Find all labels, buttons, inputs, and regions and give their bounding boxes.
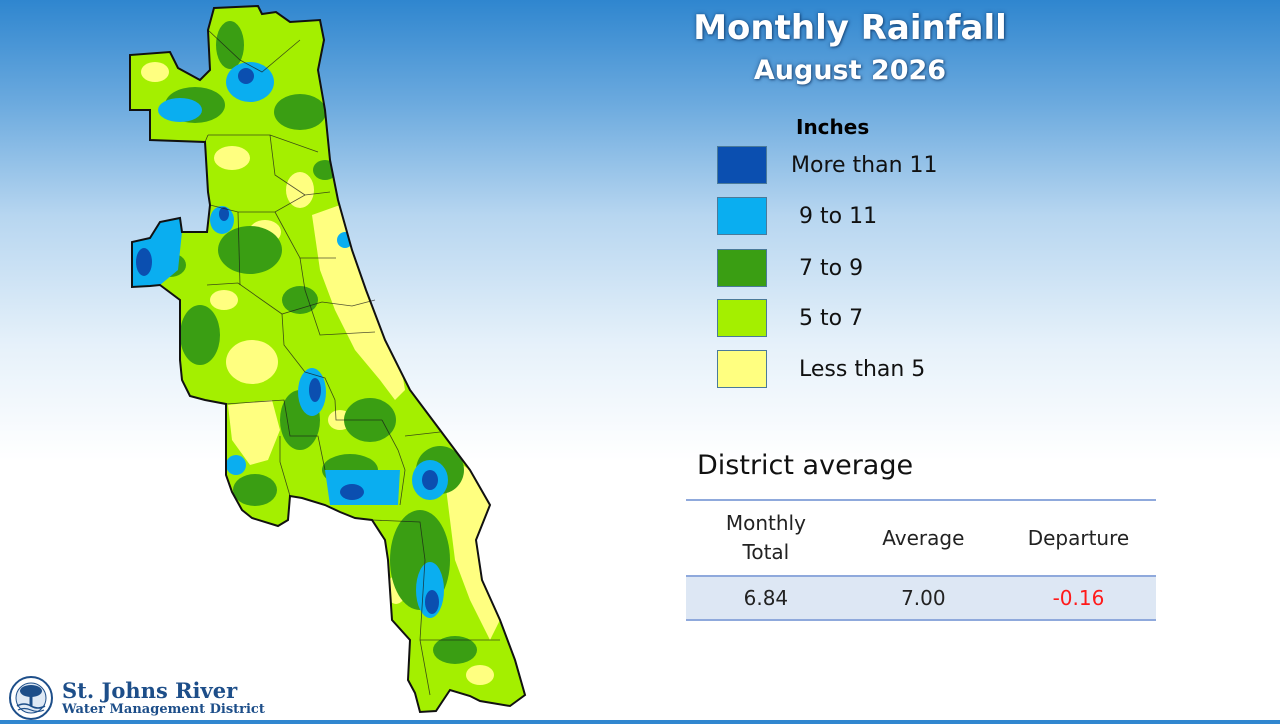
column-header-departure: Departure	[1000, 499, 1156, 576]
county-boundaries	[204, 29, 500, 696]
table-row: 6.84 7.00 -0.16	[686, 575, 1156, 621]
legend-label: 5 to 7	[799, 306, 864, 331]
average-value: 7.00	[845, 575, 1001, 621]
legend-label: Less than 5	[799, 357, 926, 382]
monthly-total-value: 6.84	[686, 575, 846, 621]
legend-swatch	[717, 197, 767, 235]
legend-label: More than 11	[791, 153, 938, 178]
legend-item-more-than-11: More than 11	[717, 146, 1017, 186]
legend-label: 7 to 9	[799, 256, 864, 281]
legend-swatch	[717, 350, 767, 388]
table-header-row: Monthly Total Average Departure	[686, 499, 1156, 576]
column-header-monthly-total: Monthly Total	[686, 499, 846, 576]
departure-value: -0.16	[1000, 575, 1156, 621]
rainfall-map	[129, 4, 527, 714]
map-title: Monthly Rainfall	[693, 8, 1007, 48]
legend-swatch	[717, 146, 767, 184]
legend-item-less-than-5: Less than 5	[717, 350, 1017, 390]
map-subtitle: August 2026	[753, 55, 947, 86]
district-average-table: Monthly Total Average Departure 6.84 7.00…	[686, 499, 1156, 621]
rain-zone-less-than-5	[312, 205, 405, 400]
district-boundary	[129, 4, 527, 714]
district-average-heading: District average	[697, 450, 914, 481]
sjrwmd-logo: St. Johns River Water Management Distric…	[7, 676, 267, 720]
column-header-average: Average	[845, 499, 1001, 576]
legend-swatch	[717, 299, 767, 337]
legend-swatch	[717, 249, 767, 287]
legend-item-5-to-7: 5 to 7	[717, 299, 1017, 339]
legend-title: Inches	[796, 115, 870, 139]
legend-item-9-to-11: 9 to 11	[717, 197, 1017, 237]
tree-seal-icon	[9, 676, 53, 720]
logo-subtitle: Water Management District	[62, 702, 265, 717]
logo-name: St. Johns River	[62, 678, 238, 703]
legend-item-7-to-9: 7 to 9	[717, 249, 1017, 289]
legend-label: 9 to 11	[799, 204, 878, 229]
